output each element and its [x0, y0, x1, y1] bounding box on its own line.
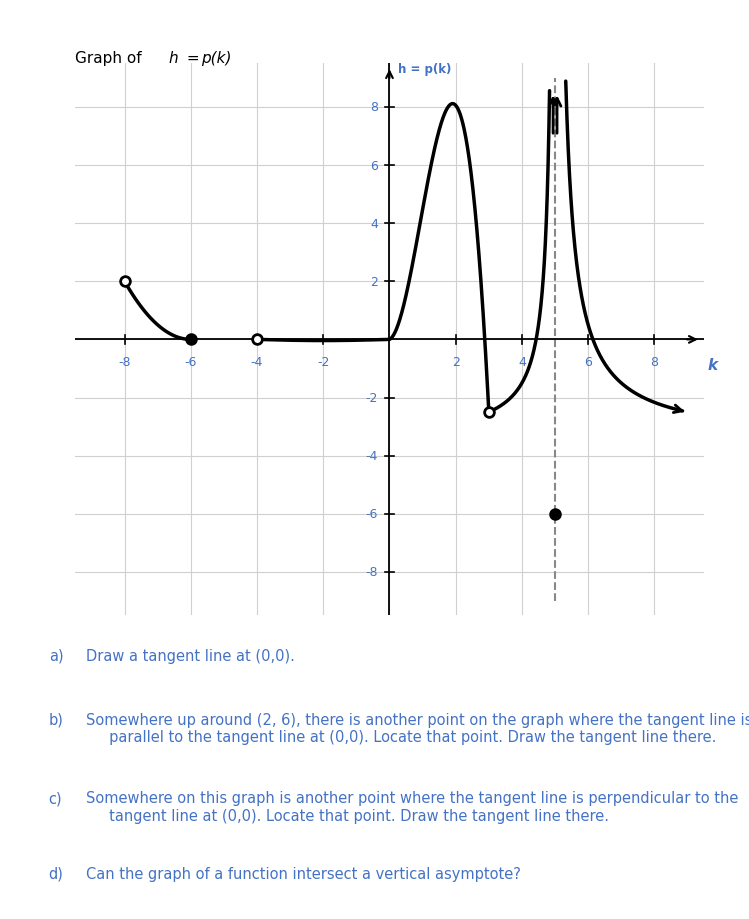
Text: -8: -8 [118, 356, 131, 369]
Text: 2: 2 [370, 276, 378, 289]
Text: 2: 2 [452, 356, 460, 369]
Text: =: = [182, 51, 204, 65]
Text: 6: 6 [584, 356, 592, 369]
Text: k: k [707, 357, 718, 372]
Text: Graph of: Graph of [75, 51, 146, 65]
Text: p(k): p(k) [201, 51, 231, 65]
Text: 8: 8 [650, 356, 658, 369]
Text: h: h [169, 51, 178, 65]
Text: -4: -4 [251, 356, 263, 369]
Text: 4: 4 [370, 218, 378, 231]
Text: -2: -2 [366, 391, 378, 404]
Text: Somewhere on this graph is another point where the tangent line is perpendicular: Somewhere on this graph is another point… [86, 790, 739, 823]
Text: -8: -8 [366, 566, 378, 579]
Text: -2: -2 [317, 356, 330, 369]
Text: 8: 8 [370, 101, 378, 114]
Text: Draw a tangent line at (0,0).: Draw a tangent line at (0,0). [86, 648, 295, 663]
Text: d): d) [49, 866, 64, 880]
Text: 4: 4 [518, 356, 526, 369]
Text: -6: -6 [184, 356, 197, 369]
Text: c): c) [49, 790, 62, 805]
Text: Somewhere up around (2, 6), there is another point on the graph where the tangen: Somewhere up around (2, 6), there is ano… [86, 712, 749, 744]
Text: a): a) [49, 648, 64, 663]
Text: 6: 6 [370, 159, 378, 173]
Text: -6: -6 [366, 507, 378, 521]
Text: Can the graph of a function intersect a vertical asymptote?: Can the graph of a function intersect a … [86, 866, 521, 880]
Text: b): b) [49, 712, 64, 727]
Text: h = p(k): h = p(k) [398, 62, 451, 76]
Text: -4: -4 [366, 449, 378, 462]
